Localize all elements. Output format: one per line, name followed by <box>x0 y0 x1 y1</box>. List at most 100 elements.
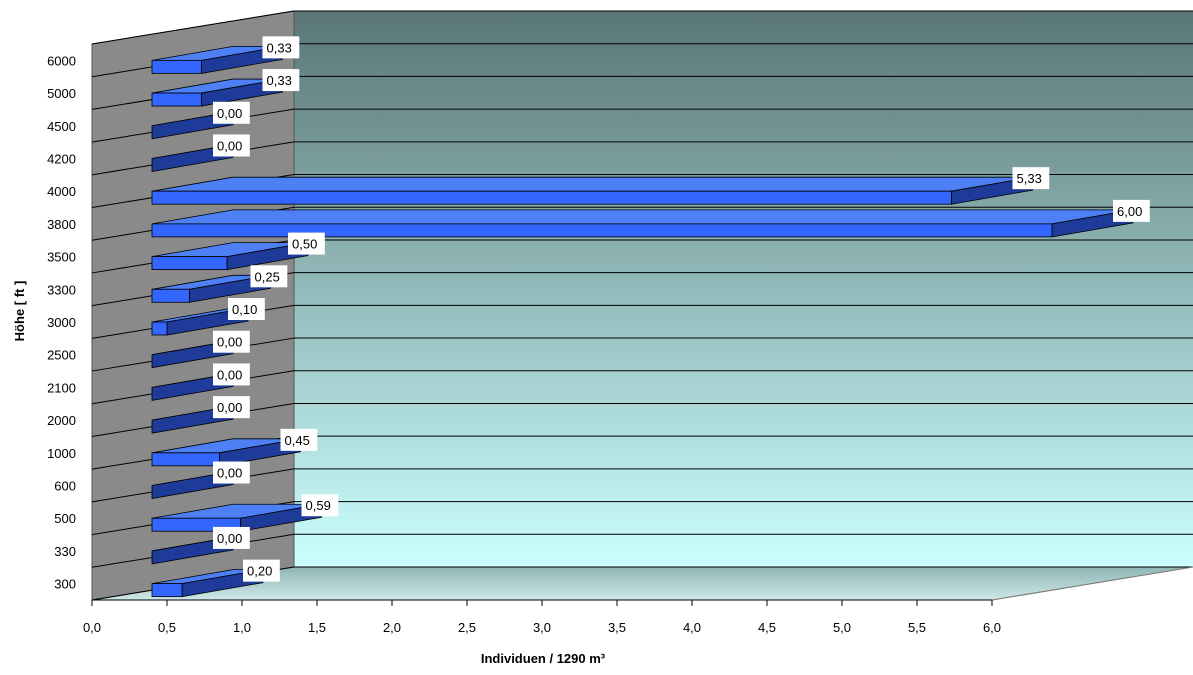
data-label-box <box>301 494 339 517</box>
y-tick-label: 4500 <box>47 119 76 134</box>
data-label-group: 0,50 <box>288 232 325 255</box>
data-label: 0,00 <box>217 400 242 415</box>
x-tick-label: 1,5 <box>308 620 326 635</box>
x-tick-label: 4,5 <box>758 620 776 635</box>
bar-side-face <box>151 143 234 172</box>
side-gridline <box>91 10 295 45</box>
data-label-box <box>262 69 300 92</box>
bar-side-face <box>151 471 234 500</box>
data-label: 0,59 <box>306 498 331 513</box>
x-axis-depth-line <box>991 566 1193 601</box>
data-label-box <box>288 232 325 255</box>
data-label: 0,00 <box>217 531 242 546</box>
y-tick-label: 2500 <box>47 348 76 363</box>
x-tick-label: 5,5 <box>908 620 926 635</box>
data-label-box <box>243 559 280 582</box>
data-label-box <box>280 428 318 451</box>
data-label-box <box>228 298 265 320</box>
bar <box>151 452 220 467</box>
data-label-group: 0,00 <box>213 101 250 124</box>
x-tick-label: 2,5 <box>458 620 476 635</box>
back-wall <box>294 11 1193 567</box>
data-label-group: 0,45 <box>280 428 318 451</box>
bar-side-face <box>151 405 234 434</box>
data-label-box <box>250 265 288 288</box>
x-tick-label: 5,0 <box>833 620 851 635</box>
y-tick-label: 3300 <box>47 282 76 297</box>
x-tick-label: 6,0 <box>983 620 1001 635</box>
x-tick-label: 0,5 <box>158 620 176 635</box>
y-tick-label: 4200 <box>47 151 76 166</box>
data-label-box <box>1113 199 1150 222</box>
bar-top-face <box>151 209 1134 225</box>
bar <box>151 92 202 107</box>
y-tick-label: 2100 <box>47 380 76 395</box>
y-tick-label: 4000 <box>47 184 76 199</box>
data-label-group: 0,00 <box>213 134 250 157</box>
y-tick-label: 3500 <box>47 250 76 265</box>
bar <box>151 583 183 598</box>
data-label: 0,00 <box>217 138 242 153</box>
y-tick-label: 500 <box>54 511 76 526</box>
y-tick-label: 300 <box>54 577 76 592</box>
bar-side-face <box>151 111 234 140</box>
x-tick-label: 1,0 <box>233 620 251 635</box>
data-label: 0,33 <box>267 73 292 88</box>
bar-top-face <box>151 176 1033 192</box>
data-label-box <box>213 363 250 386</box>
y-tick-label: 6000 <box>47 53 76 68</box>
y-tick-label: 5000 <box>47 86 76 101</box>
data-label-group: 0,00 <box>213 396 250 419</box>
data-label-group: 0,10 <box>228 298 265 320</box>
y-tick-label: 2000 <box>47 413 76 428</box>
data-label: 5,33 <box>1017 171 1042 186</box>
data-label: 0,00 <box>217 367 242 382</box>
data-label-box <box>213 461 250 484</box>
bar-side-face <box>151 536 234 565</box>
x-tick-label: 0,0 <box>83 620 101 635</box>
bar <box>151 223 1053 238</box>
data-label-box <box>262 36 300 59</box>
y-tick-label: 3800 <box>47 217 76 232</box>
y-tick-label: 1000 <box>47 446 76 461</box>
data-label: 0,50 <box>292 237 317 252</box>
data-label-group: 0,33 <box>262 36 300 59</box>
y-axis-title: Höhe [ ft ] <box>12 281 27 342</box>
data-label-group: 5,33 <box>1012 167 1050 190</box>
x-tick-label: 4,0 <box>683 620 701 635</box>
data-label-box <box>213 134 250 157</box>
data-label-group: 0,33 <box>262 69 300 92</box>
data-label-box <box>213 526 250 549</box>
data-label: 0,33 <box>267 40 292 55</box>
data-label-group: 0,00 <box>213 363 250 386</box>
data-label-group: 0,00 <box>213 526 250 549</box>
data-label: 0,10 <box>232 302 257 317</box>
y-axis-labels: 300 330 500 600 1000 2000 2100 2500 3000 3300 3500… <box>47 53 76 591</box>
bar <box>151 288 190 303</box>
x-tick-label: 3,5 <box>608 620 626 635</box>
data-label-group: 0,25 <box>250 265 288 288</box>
y-tick-label: 600 <box>54 479 76 494</box>
bar <box>151 190 952 205</box>
data-label: 0,00 <box>217 335 242 350</box>
data-label-group: 0,20 <box>243 559 280 582</box>
data-label: 0,00 <box>217 106 242 121</box>
chart-walls <box>91 10 1193 601</box>
data-label: 0,25 <box>255 269 280 284</box>
data-label-box <box>213 330 250 353</box>
bar <box>151 321 168 336</box>
data-label-group: 0,00 <box>213 330 250 353</box>
bar-side-face <box>151 372 234 401</box>
y-tick-label: 3000 <box>47 315 76 330</box>
data-label-box <box>213 396 250 419</box>
data-label-box <box>213 101 250 124</box>
bars: 0,33 0,33 0,00 0,00 5,33 6,00 0,50 0,25 0,10 0,00… <box>151 36 1150 598</box>
bar <box>151 59 202 74</box>
data-label-box <box>1012 167 1050 190</box>
data-label: 0,00 <box>217 466 242 481</box>
data-label: 6,00 <box>1117 204 1142 219</box>
x-tick-label: 3,0 <box>533 620 551 635</box>
data-label-group: 0,00 <box>213 461 250 484</box>
